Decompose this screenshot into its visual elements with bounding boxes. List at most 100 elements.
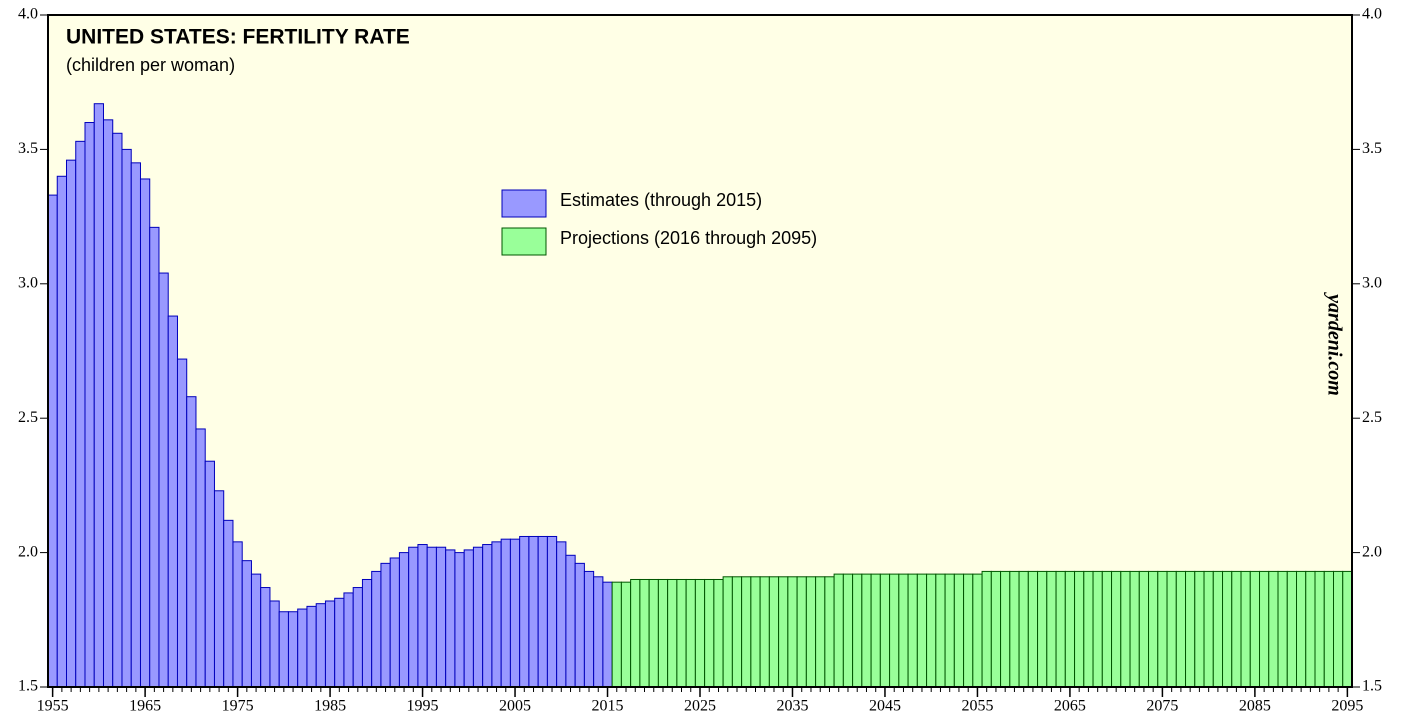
bar (371, 570, 382, 688)
bar (657, 578, 669, 688)
bar (75, 140, 86, 688)
bar (1009, 570, 1020, 688)
bar (47, 194, 58, 688)
bar (639, 578, 650, 688)
bar (84, 122, 95, 688)
bar (435, 546, 447, 688)
bar (778, 576, 789, 688)
bar (463, 549, 474, 688)
bar (139, 178, 151, 688)
x-tick-label: 2055 (961, 698, 993, 715)
bar (1231, 570, 1242, 688)
bar (519, 535, 530, 688)
bar (361, 578, 373, 688)
bar (1046, 570, 1057, 688)
bar (648, 578, 659, 688)
bar (694, 578, 706, 688)
bar (1120, 570, 1131, 688)
bar (306, 605, 317, 688)
bar (537, 535, 548, 688)
bar (334, 597, 345, 688)
bar (398, 552, 410, 688)
bar (158, 272, 169, 688)
bar (889, 573, 900, 688)
bar (722, 576, 733, 688)
bar (260, 587, 271, 688)
y2-tick-label: 3.0 (1362, 274, 1382, 291)
bar (408, 546, 419, 688)
bar (759, 576, 770, 688)
x-tick-label: 2015 (592, 698, 624, 715)
x-tick-label: 1955 (37, 698, 69, 715)
bar (990, 570, 1002, 688)
bar (620, 581, 632, 688)
legend-swatch (501, 189, 547, 218)
bar (102, 119, 114, 688)
x-tick-label: 1975 (222, 698, 254, 715)
bar (1212, 570, 1224, 688)
bar (1175, 570, 1187, 688)
bar (352, 587, 363, 688)
bar (1296, 570, 1307, 688)
bar (482, 544, 493, 688)
bar (1138, 570, 1150, 688)
bar (1148, 570, 1159, 688)
bar (315, 603, 326, 688)
watermark: yardeni.com (1323, 292, 1345, 396)
bar (833, 573, 844, 688)
bar (93, 103, 104, 688)
bar (241, 560, 252, 688)
bar (1305, 570, 1316, 688)
y2-tick-label: 3.5 (1362, 140, 1382, 157)
bar (870, 573, 881, 688)
chart-title: UNITED STATES: FERTILITY RATE (66, 26, 410, 49)
x-tick-label: 2025 (684, 698, 716, 715)
bar (768, 576, 780, 688)
bar (445, 549, 456, 688)
x-tick-label: 2085 (1239, 698, 1271, 715)
bar (879, 573, 891, 688)
bar (852, 573, 863, 688)
bar (1166, 570, 1177, 688)
bar (953, 573, 965, 688)
bar (935, 573, 946, 688)
x-tick-label: 2035 (776, 698, 808, 715)
bar (509, 538, 521, 688)
bar (186, 396, 197, 688)
bar (213, 490, 225, 688)
bar (944, 573, 955, 688)
bar (667, 578, 678, 688)
x-tick-label: 2065 (1054, 698, 1086, 715)
bar (741, 576, 752, 688)
bar (1286, 570, 1298, 688)
x-tick-label: 1995 (407, 698, 439, 715)
y-tick-label: 2.0 (18, 543, 38, 560)
bar (713, 578, 724, 688)
bar (981, 570, 992, 688)
bar (565, 554, 576, 688)
bar (1277, 570, 1288, 688)
bar (454, 552, 465, 688)
bar (426, 546, 437, 688)
bar (731, 576, 743, 688)
bar (1314, 570, 1325, 688)
bar (1111, 570, 1122, 688)
chart-subtitle: (children per woman) (66, 55, 235, 75)
bar (389, 557, 400, 688)
bar (1037, 570, 1048, 688)
x-tick-label: 2075 (1146, 698, 1178, 715)
bar (1055, 570, 1066, 688)
bar (556, 541, 567, 688)
bar (546, 535, 558, 688)
legend-label: Projections (2016 through 2095) (560, 228, 817, 248)
bar (1268, 570, 1279, 688)
bar (528, 535, 539, 688)
bar (130, 162, 141, 688)
bar (417, 544, 428, 688)
y-tick-label: 2.5 (18, 409, 38, 426)
bar (1101, 570, 1113, 688)
bar (583, 570, 595, 688)
bar (574, 562, 585, 688)
bar (611, 581, 622, 688)
